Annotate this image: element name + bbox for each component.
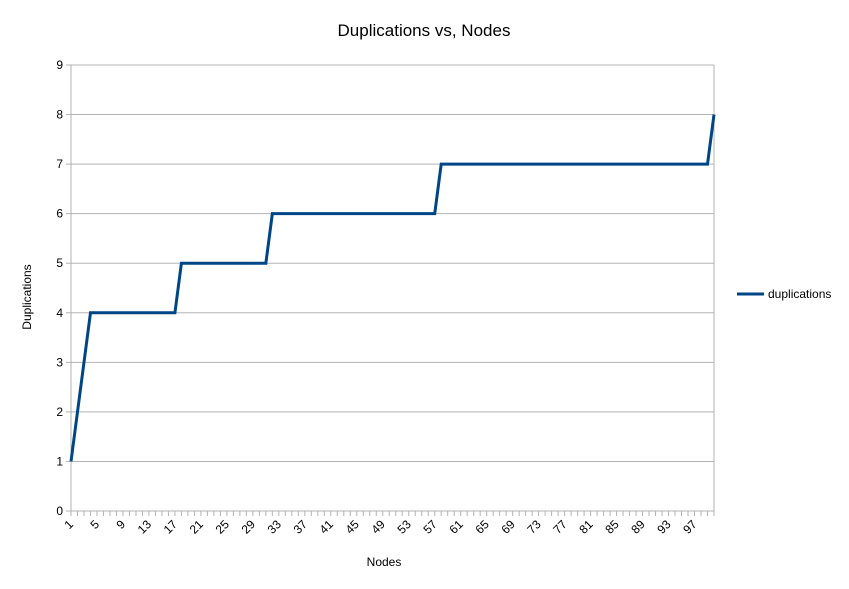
x-axis-label: Nodes xyxy=(367,555,402,569)
y-tick-label-6: 6 xyxy=(56,207,63,221)
x-tick-label-1: 1 xyxy=(61,517,76,532)
x-tick-label-85: 85 xyxy=(602,517,622,537)
y-axis-ticks: 0 1 2 3 4 5 6 7 8 9 xyxy=(56,58,71,518)
y-tick-label-4: 4 xyxy=(56,306,63,320)
x-tick-label-65: 65 xyxy=(472,517,492,537)
y-tick-label-8: 8 xyxy=(56,108,63,122)
x-tick-label-37: 37 xyxy=(291,517,311,537)
y-axis-label: Duplications xyxy=(20,264,34,329)
legend: duplications xyxy=(737,287,831,301)
x-tick-label-29: 29 xyxy=(239,517,259,537)
x-tick-label-5: 5 xyxy=(87,517,102,532)
x-tick-label-69: 69 xyxy=(498,517,518,537)
x-tick-label-41: 41 xyxy=(317,517,337,537)
x-tick-label-93: 93 xyxy=(654,517,674,537)
gridlines xyxy=(70,64,715,512)
x-tick-label-81: 81 xyxy=(576,517,596,537)
y-tick-label-0: 0 xyxy=(56,504,63,518)
x-tick-label-89: 89 xyxy=(628,517,648,537)
series-layer xyxy=(69,114,716,462)
x-tick-label-45: 45 xyxy=(343,517,363,537)
x-tick-label-21: 21 xyxy=(187,517,207,537)
x-tick-label-73: 73 xyxy=(524,517,544,537)
x-tick-label-25: 25 xyxy=(213,517,233,537)
x-tick-label-57: 57 xyxy=(420,517,440,537)
x-tick-label-49: 49 xyxy=(369,517,389,537)
x-tick-label-97: 97 xyxy=(680,517,700,537)
chart-title: Duplications vs, Nodes xyxy=(338,21,511,40)
x-tick-label-17: 17 xyxy=(161,517,181,537)
y-tick-label-2: 2 xyxy=(56,405,63,419)
x-tick-label-53: 53 xyxy=(395,517,415,537)
x-tick-label-9: 9 xyxy=(113,517,128,532)
x-tick-label-13: 13 xyxy=(135,517,155,537)
y-tick-label-5: 5 xyxy=(56,256,63,270)
x-axis-ticks: 1 5 9 13 17 21 25 29 33 37 41 45 49 53 57 61 65 69 73 77 81 8… xyxy=(61,511,715,537)
x-tick-label-61: 61 xyxy=(446,517,466,537)
series-line-duplications xyxy=(69,114,716,462)
legend-label: duplications xyxy=(768,287,831,301)
y-tick-label-7: 7 xyxy=(56,157,63,171)
x-tick-label-33: 33 xyxy=(265,517,285,537)
y-tick-label-3: 3 xyxy=(56,355,63,369)
x-tick-label-77: 77 xyxy=(550,517,570,537)
y-tick-label-1: 1 xyxy=(56,454,63,468)
y-tick-label-9: 9 xyxy=(56,58,63,72)
